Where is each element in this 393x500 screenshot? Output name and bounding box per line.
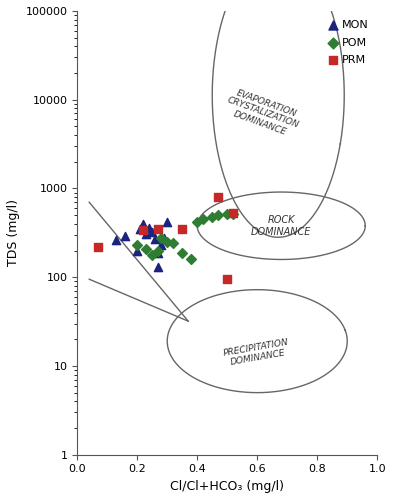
POM bbox=[209, 213, 215, 221]
PRM bbox=[215, 193, 221, 201]
PRM bbox=[224, 275, 230, 283]
MON bbox=[161, 234, 167, 241]
MON bbox=[137, 225, 143, 233]
MON bbox=[158, 241, 164, 249]
PRM bbox=[95, 243, 101, 251]
MON bbox=[143, 230, 149, 237]
Legend: MON, POM, PRM: MON, POM, PRM bbox=[325, 16, 372, 68]
POM bbox=[188, 255, 195, 263]
MON bbox=[113, 236, 119, 244]
POM bbox=[194, 218, 200, 226]
POM bbox=[164, 238, 171, 246]
POM bbox=[215, 211, 221, 219]
MON bbox=[140, 220, 146, 228]
X-axis label: Cl/Cl+HCO₃ (mg/l): Cl/Cl+HCO₃ (mg/l) bbox=[170, 480, 284, 493]
MON bbox=[146, 224, 152, 232]
PRM bbox=[155, 225, 162, 233]
Text: PRECIPITATION
DOMINANCE: PRECIPITATION DOMINANCE bbox=[223, 338, 292, 368]
MON bbox=[155, 263, 162, 271]
PRM bbox=[179, 225, 185, 233]
PRM bbox=[230, 209, 236, 217]
POM bbox=[200, 216, 206, 224]
Text: EVAPORATION
CRYSTALIZATION
DOMINANCE: EVAPORATION CRYSTALIZATION DOMINANCE bbox=[222, 86, 304, 140]
POM bbox=[158, 234, 164, 241]
PRM bbox=[140, 226, 146, 234]
POM bbox=[179, 248, 185, 256]
POM bbox=[155, 246, 162, 254]
Text: ROCK
DOMINANCE: ROCK DOMINANCE bbox=[251, 215, 311, 236]
POM bbox=[149, 250, 155, 258]
POM bbox=[143, 244, 149, 252]
MON bbox=[155, 248, 162, 256]
MON bbox=[122, 232, 129, 240]
POM bbox=[170, 240, 176, 248]
MON bbox=[164, 218, 171, 226]
Y-axis label: TDS (mg/l): TDS (mg/l) bbox=[7, 200, 20, 266]
MON bbox=[134, 246, 140, 254]
POM bbox=[134, 241, 140, 249]
POM bbox=[224, 210, 230, 218]
POM bbox=[230, 210, 236, 218]
MON bbox=[149, 228, 155, 236]
MON bbox=[152, 235, 158, 243]
